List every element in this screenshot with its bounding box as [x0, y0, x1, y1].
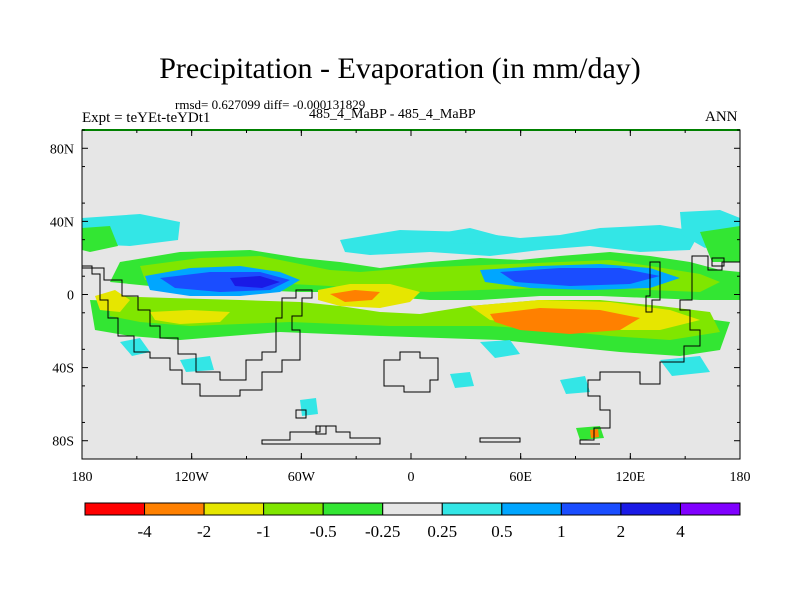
coast-small-island-2 [295, 409, 307, 419]
season-label: ANN [705, 109, 738, 125]
colorbar: -4 -2 -1 -0.5 -0.25 0.25 0.5 1 2 4 [84, 502, 741, 541]
coast-southern-strip [261, 425, 381, 445]
lat-tick-label: 40S [52, 362, 74, 377]
colorbar-swatch [560, 502, 622, 516]
coast-eastern-peninsula [645, 261, 661, 313]
colorbar-swatch [441, 502, 503, 516]
yellow-west [95, 290, 130, 312]
coast-small-island-1 [315, 425, 327, 435]
cyan-spot-2 [480, 340, 520, 358]
green-patch-west [82, 226, 118, 252]
lon-tick-label: 120W [175, 470, 210, 485]
colorbar-swatch [203, 502, 265, 516]
cyan-spot-4 [560, 376, 590, 394]
colorbar-swatch [679, 502, 741, 516]
lat-tick-label: 80N [50, 142, 74, 157]
colorbar-label: 1 [557, 522, 566, 541]
lon-tick-label: 60E [509, 470, 532, 485]
darkblue-pacific-core [230, 276, 280, 288]
blue-indian-north [500, 268, 660, 286]
colorbar-label: -0.25 [365, 522, 400, 541]
coast-ne-island [711, 257, 725, 267]
colorbar-swatch [501, 502, 562, 516]
colorbar-label: -2 [197, 522, 211, 541]
case-label: 485_4_MaBP - 485_4_MaBP [309, 107, 476, 122]
cyan-spot-6 [660, 356, 710, 376]
coast-central-island [383, 351, 439, 393]
colorbar-label: 4 [676, 522, 685, 541]
experiment-label: Expt = teYEt-teYDt1 [82, 110, 211, 126]
colorbar-swatch [144, 502, 205, 516]
green-patch-east [700, 226, 740, 262]
cyan-spot-3 [300, 398, 318, 416]
cyan-spot-5 [450, 372, 474, 388]
colorbar-label: 0.25 [427, 522, 457, 541]
lat-tick-label: 40N [50, 215, 74, 230]
colorbar-swatch [620, 502, 681, 516]
cyan-spot-7 [180, 356, 214, 372]
stats-label: rmsd= 0.627099 diff= -0.000131829 [175, 97, 366, 112]
lon-tick-label: 180 [730, 470, 751, 485]
cyan-patch-nw [440, 228, 500, 244]
orange-atlantic [330, 290, 380, 302]
colorbar-label: 2 [617, 522, 626, 541]
lon-tick-label: 180 [72, 470, 93, 485]
colorbar-swatch [263, 502, 324, 516]
lon-tick-label: 0 [408, 470, 415, 485]
lat-tick-label: 0 [67, 289, 74, 304]
colorbar-label: -4 [137, 522, 152, 541]
coastlines [82, 255, 740, 445]
longitude-axis: 180 120W 60W 0 60E 120E 180 [72, 130, 751, 485]
colorbar-label: -0.5 [310, 522, 337, 541]
coast-eastern-continent [579, 255, 740, 445]
colorbar-label: -1 [257, 522, 271, 541]
lon-tick-label: 120E [616, 470, 646, 485]
contour-fills [82, 210, 740, 440]
coast-western-continent [82, 265, 313, 397]
yellow-pacific-south [150, 310, 230, 324]
lon-tick-label: 60W [288, 470, 316, 485]
colorbar-swatch [322, 502, 384, 516]
colorbar-label: 0.5 [491, 522, 512, 541]
latitude-axis: 80N 40N 0 40S 80S [50, 129, 740, 460]
colorbar-swatch [84, 502, 146, 516]
coast-southern-strip-2 [479, 437, 521, 443]
colorbar-swatch [382, 502, 443, 516]
lat-tick-label: 80S [52, 435, 74, 450]
cyan-band-atlantic [340, 225, 700, 256]
orange-indian [490, 308, 640, 334]
plot-title: Precipitation - Evaporation (in mm/day) [159, 52, 641, 85]
